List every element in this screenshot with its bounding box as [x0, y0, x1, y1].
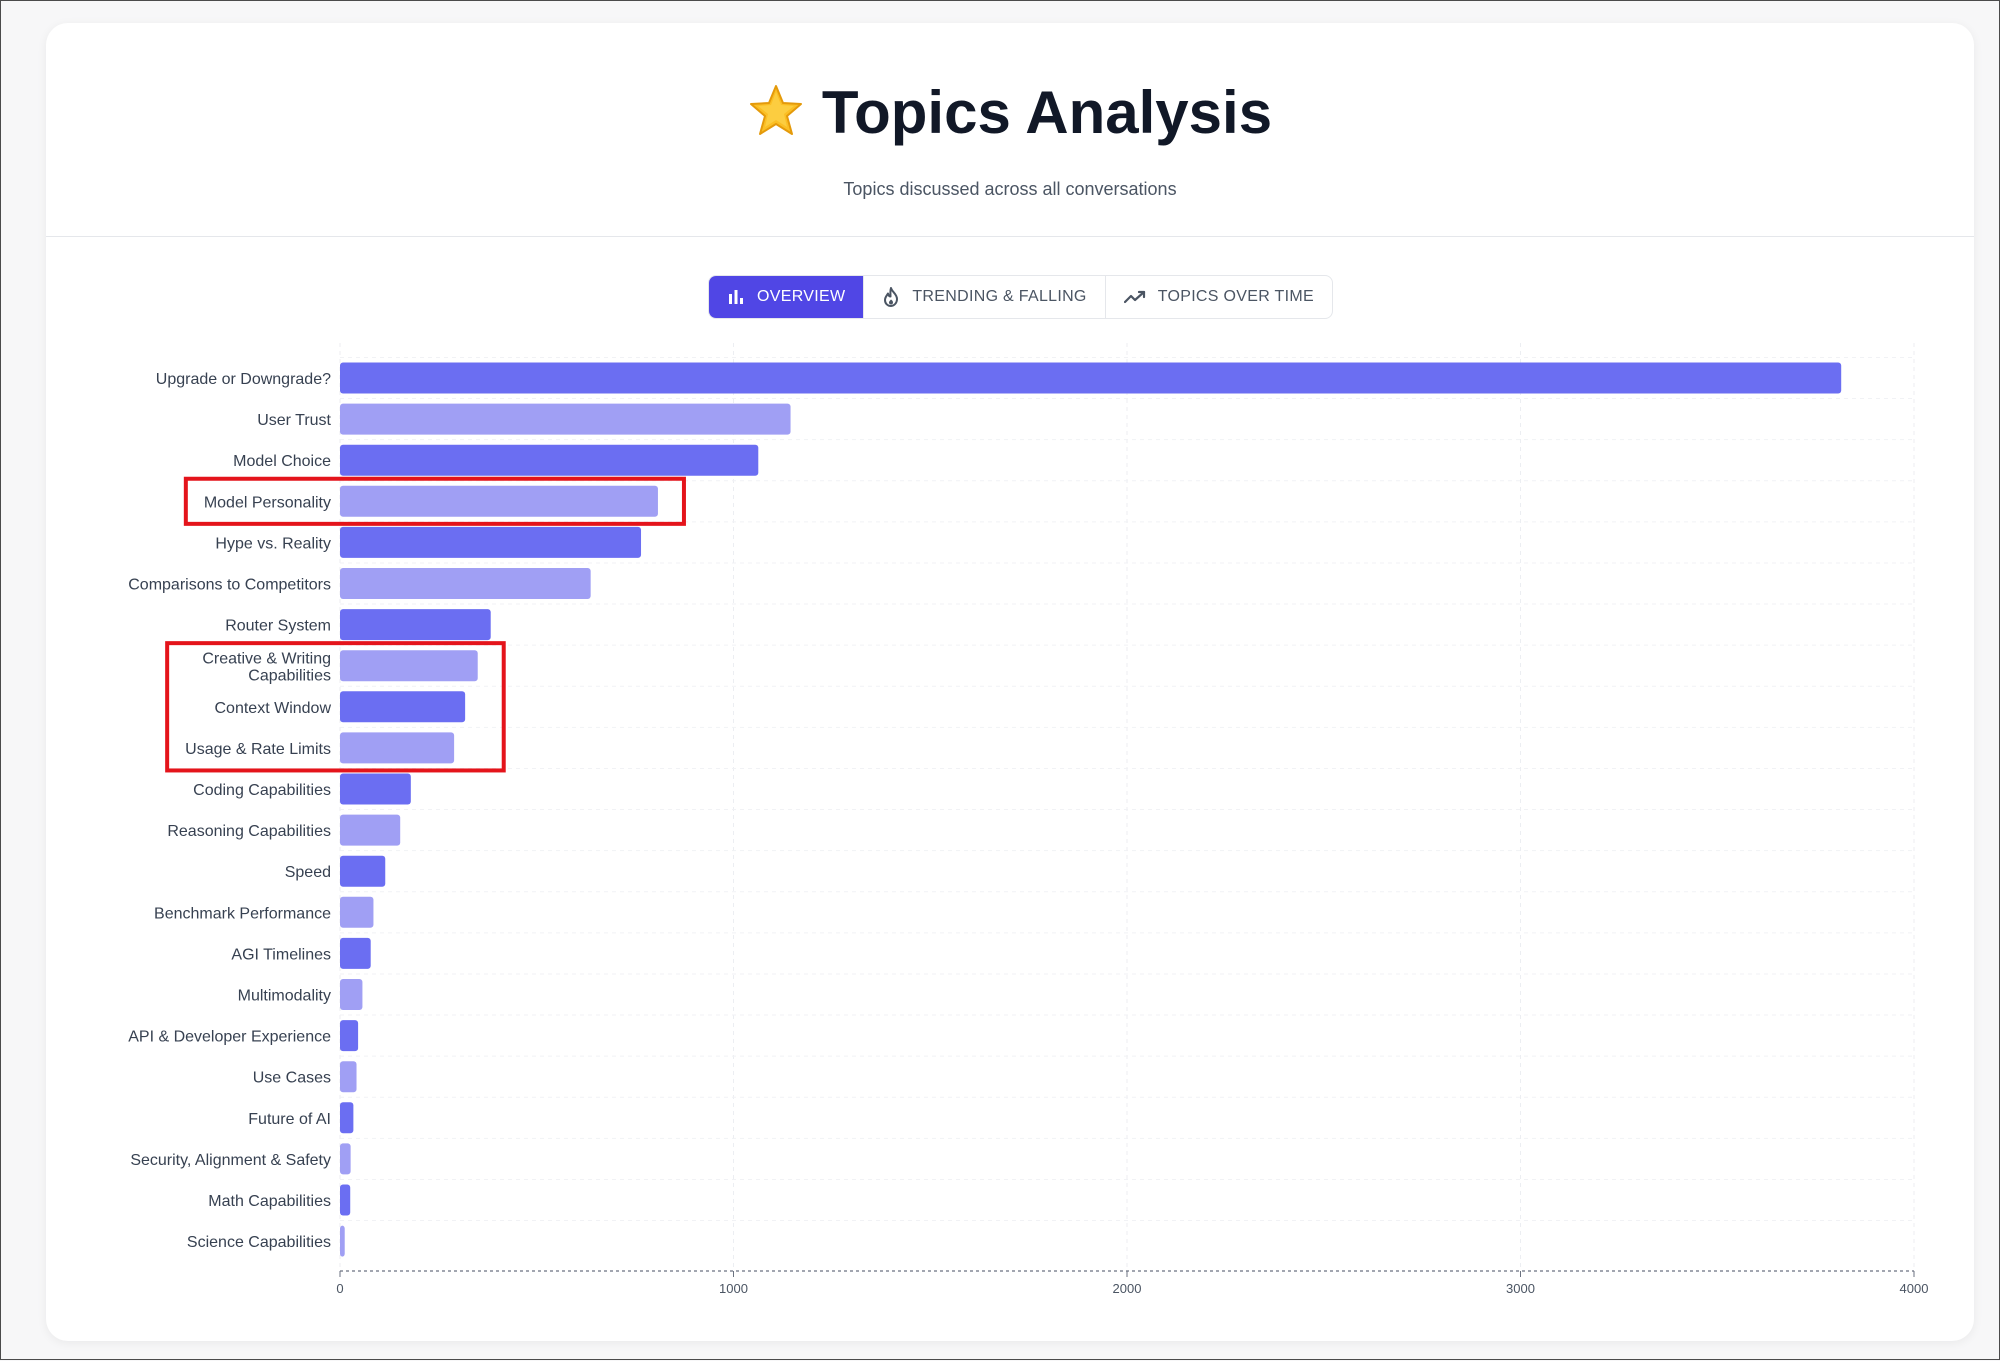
star-icon: [749, 85, 802, 135]
x-tick-label-0: 0: [336, 1281, 343, 1296]
tab-topics-over-time-label: TOPICS OVER TIME: [1157, 288, 1314, 305]
view-tabs: OVERVIEW TRENDING & FALLING TOPICS OVER …: [708, 275, 1333, 319]
page-subtitle: Topics discussed across all conversation…: [843, 179, 1177, 199]
category-label-use-cases: Use Cases: [253, 1070, 331, 1087]
category-label-science-capabilities: Science Capabilities: [187, 1234, 331, 1251]
category-label-speed: Speed: [285, 864, 331, 881]
bar-benchmark-performance[interactable]: [340, 896, 374, 928]
bar-model-choice[interactable]: [340, 444, 759, 476]
x-tick-label-1000: 1000: [719, 1281, 748, 1296]
bar-router-system[interactable]: [340, 609, 491, 641]
bar-upgrade-or-downgrade[interactable]: [340, 362, 1842, 394]
bar-math-capabilities[interactable]: [340, 1184, 351, 1216]
bar-hype-vs-reality[interactable]: [340, 526, 642, 558]
category-label-upgrade-or-downgrade: Upgrade or Downgrade?: [156, 371, 331, 388]
category-labels: Upgrade or Downgrade? User Trust Model Cho…: [128, 371, 331, 1251]
bar-model-personality[interactable]: [340, 485, 658, 517]
bar-future-of-ai[interactable]: [340, 1102, 354, 1134]
category-label-security-alignment-safety: Security, Alignment & Safety: [130, 1152, 331, 1169]
bar-coding-capabilities[interactable]: [340, 773, 411, 805]
x-tick-label-3000: 3000: [1506, 1281, 1535, 1296]
bar-api-developer-experience[interactable]: [340, 1020, 359, 1052]
bar-agi-timelines[interactable]: [340, 937, 371, 969]
trend-line-icon: [1123, 290, 1145, 304]
bar-comparisons-to-competitors[interactable]: [340, 568, 591, 599]
x-tick-label-4000: 4000: [1900, 1281, 1929, 1296]
bar-reasoning-capabilities[interactable]: [340, 814, 401, 846]
bar-use-cases[interactable]: [340, 1061, 357, 1093]
highlight-boxes: [165, 476, 686, 773]
category-label-math-capabilities: Math Capabilities: [208, 1193, 331, 1210]
category-label-multimodality: Multimodality: [238, 988, 331, 1005]
bar-usage-rate-limits[interactable]: [340, 732, 455, 764]
page-title: Topics Analysis: [46, 83, 1974, 143]
tab-overview-label: OVERVIEW: [757, 288, 846, 305]
bar-science-capabilities[interactable]: [340, 1225, 345, 1257]
header-divider: [46, 236, 1974, 237]
x-axis: 0 1000 2000 3000 4000: [336, 1270, 1929, 1296]
category-label-router-system: Router System: [225, 618, 331, 635]
bar-security-alignment-safety[interactable]: [340, 1143, 351, 1175]
category-label-comparisons-to-competitors: Comparisons to Competitors: [128, 577, 331, 594]
bars: [340, 362, 1842, 1257]
flame-icon: [884, 287, 899, 307]
tab-overview[interactable]: OVERVIEW: [709, 276, 864, 318]
category-label-model-personality: Model Personality: [204, 494, 331, 511]
bar-chart-icon: [729, 290, 743, 304]
bar-creative-writing-capabilities[interactable]: [340, 650, 478, 682]
bar-multimodality[interactable]: [340, 979, 363, 1010]
tab-trending-falling[interactable]: TRENDING & FALLING: [863, 276, 1104, 318]
highlight-box-1: [183, 476, 686, 526]
page-title-text: Topics Analysis: [821, 79, 1273, 146]
category-label-user-trust: User Trust: [257, 412, 331, 429]
bar-user-trust[interactable]: [340, 403, 791, 435]
category-label-reasoning-capabilities: Reasoning Capabilities: [167, 823, 331, 840]
category-label-creative-writing-capabilities: Creative & Writing Capabilities: [202, 651, 331, 685]
topics-card: Topics Analysis Topics discussed across …: [46, 23, 1974, 1341]
category-label-coding-capabilities: Coding Capabilities: [193, 782, 331, 799]
category-label-hype-vs-reality: Hype vs. Reality: [215, 535, 331, 552]
category-label-context-window: Context Window: [215, 700, 332, 717]
category-label-model-choice: Model Choice: [233, 453, 331, 470]
category-label-api-developer-experience: API & Developer Experience: [128, 1029, 331, 1046]
tab-topics-over-time[interactable]: TOPICS OVER TIME: [1104, 276, 1332, 318]
grid-lines: [339, 343, 1915, 1271]
bar-speed[interactable]: [340, 855, 386, 887]
category-label-future-of-ai: Future of AI: [248, 1111, 331, 1128]
bar-context-window[interactable]: [340, 691, 466, 723]
x-tick-label-2000: 2000: [1113, 1281, 1142, 1296]
category-label-usage-rate-limits: Usage & Rate Limits: [185, 741, 331, 758]
category-label-benchmark-performance: Benchmark Performance: [154, 905, 331, 922]
tab-trending-falling-label: TRENDING & FALLING: [912, 288, 1087, 305]
category-label-agi-timelines: AGI Timelines: [231, 946, 331, 963]
highlight-box-2: [165, 641, 506, 773]
